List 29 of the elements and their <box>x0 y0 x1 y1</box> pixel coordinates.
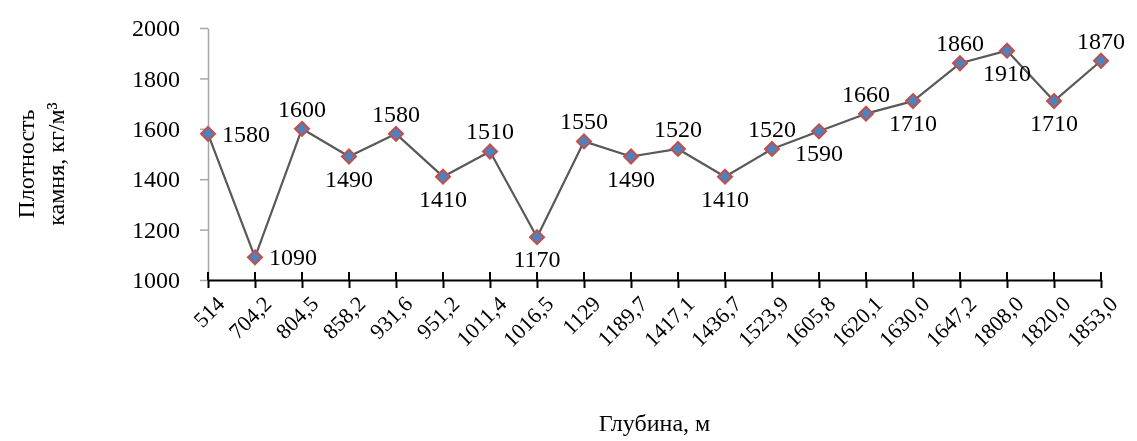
data-label: 1520 <box>654 115 702 142</box>
data-label: 1660 <box>842 80 890 107</box>
data-label: 1510 <box>466 118 514 145</box>
y-tick-label: 1400 <box>132 166 180 193</box>
data-label: 1410 <box>701 185 749 212</box>
data-label: 1710 <box>1030 110 1078 137</box>
y-tick-label: 2000 <box>132 15 180 42</box>
y-tick-label: 1800 <box>132 65 180 92</box>
data-label: 1600 <box>278 95 326 122</box>
data-label: 1910 <box>983 59 1031 86</box>
data-label: 1860 <box>936 30 984 57</box>
data-label: 1550 <box>560 108 608 135</box>
data-label: 1090 <box>269 244 317 271</box>
data-label: 1580 <box>372 100 420 127</box>
data-label: 1490 <box>607 165 655 192</box>
data-label: 1590 <box>795 140 843 167</box>
x-axis-title: Глубина, м <box>598 410 711 436</box>
data-label: 1870 <box>1077 27 1125 54</box>
y-tick-label: 1000 <box>132 267 180 294</box>
y-tick-label: 1600 <box>132 115 180 142</box>
x-tick-label: 514 <box>188 291 230 333</box>
data-label: 1710 <box>889 110 937 137</box>
data-label: 1490 <box>325 165 373 192</box>
y-tick-label: 1200 <box>132 216 180 243</box>
data-label: 1170 <box>513 246 561 273</box>
data-label: 1580 <box>222 120 270 147</box>
data-label: 1520 <box>748 115 796 142</box>
y-axis-title: Плотность камня, кг/м³ <box>13 102 69 226</box>
data-label: 1410 <box>419 185 467 212</box>
